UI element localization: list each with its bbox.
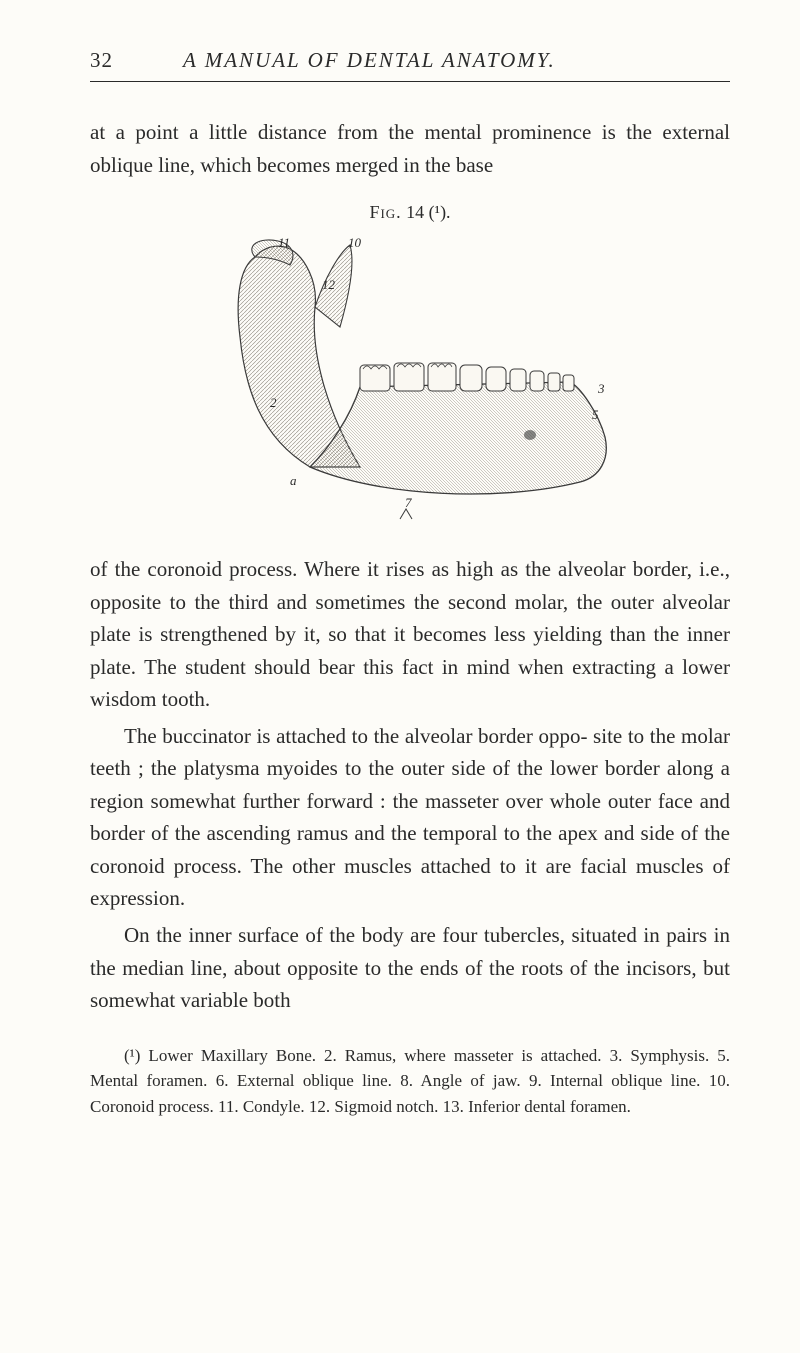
fig-label-3: 3 — [597, 381, 605, 396]
fig-label-5: 5 — [592, 407, 599, 422]
running-title: A MANUAL OF DENTAL ANATOMY. — [183, 48, 556, 73]
page: 32 A MANUAL OF DENTAL ANATOMY. at a poin… — [0, 0, 800, 1353]
paragraph-1: at a point a little distance from the me… — [90, 116, 730, 181]
mental-foramen — [524, 430, 536, 440]
footnote: (¹) Lower Maxillary Bone. 2. Ramus, wher… — [90, 1043, 730, 1120]
fig-label-7: 7 — [405, 495, 412, 510]
footnote-text: (¹) Lower Maxillary Bone. 2. Ramus, wher… — [90, 1043, 730, 1120]
paragraph-4: On the inner surface of the body are fou… — [90, 919, 730, 1017]
paragraph-2: of the coronoid process. Where it rises … — [90, 553, 730, 716]
header-rule — [90, 81, 730, 82]
mandible-body — [310, 382, 606, 494]
fig-label-11: 11 — [278, 237, 290, 250]
running-head: 32 A MANUAL OF DENTAL ANATOMY. — [90, 48, 730, 73]
paragraph-3: The buccinator is attached to the alveol… — [90, 720, 730, 915]
mandible-figure: 11 10 12 2 a 7 5 3 — [200, 237, 620, 527]
figure-caption-prefix: Fig. — [369, 202, 401, 222]
figure-baseline-mark — [400, 509, 412, 519]
figure-caption-rest: 14 (¹). — [402, 202, 451, 222]
page-number: 32 — [90, 48, 113, 73]
fig-label-12: 12 — [322, 277, 336, 292]
figure-caption: Fig. 14 (¹). — [90, 199, 730, 227]
fig-label-2: 2 — [270, 395, 277, 410]
body-text: at a point a little distance from the me… — [90, 116, 730, 1119]
fig-label-a: a — [290, 473, 297, 488]
figure-wrap: 11 10 12 2 a 7 5 3 — [90, 237, 730, 527]
fig-label-10: 10 — [348, 237, 362, 250]
